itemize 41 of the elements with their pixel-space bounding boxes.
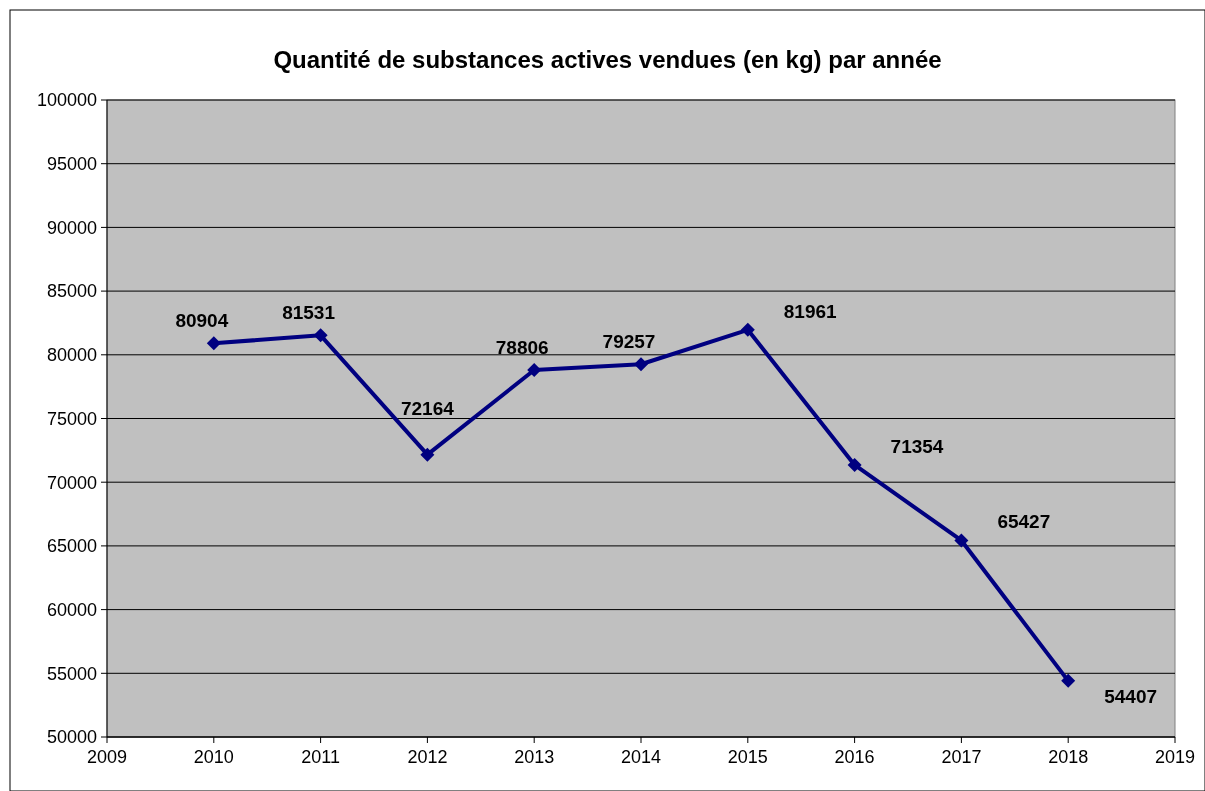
- x-tick-label: 2019: [1154, 747, 1196, 767]
- y-tick-label: 75000: [46, 408, 97, 429]
- x-tick-label: 2012: [407, 747, 448, 767]
- x-tick-label: 2013: [514, 747, 555, 767]
- x-tick-label: 2010: [193, 747, 234, 767]
- data-label: 71354: [890, 435, 944, 457]
- x-tick-label: 2015: [727, 747, 768, 767]
- point: [420, 447, 435, 462]
- point: [954, 533, 969, 548]
- data-label: 78806: [495, 337, 549, 359]
- x-tick-label: 2018: [1048, 747, 1089, 767]
- y-tick-label: 95000: [46, 154, 97, 174]
- x-tick-label: 2011: [301, 747, 340, 767]
- y-tick-label: 70000: [46, 472, 97, 493]
- point: [527, 363, 542, 378]
- x-tick-label: 2009: [86, 747, 128, 767]
- x-tick-label: 2017: [941, 747, 982, 767]
- data-label: 79257: [602, 331, 656, 353]
- data-label: 54407: [1104, 685, 1158, 707]
- point: [1061, 673, 1076, 688]
- y-tick-label: 100000: [36, 90, 97, 111]
- x-tick-label: 2016: [834, 747, 875, 767]
- y-tick-label: 65000: [46, 536, 97, 557]
- point: [740, 322, 755, 337]
- x-tick-label: 2014: [620, 747, 662, 767]
- data-label: 65427: [997, 511, 1051, 533]
- data-label: 80904: [175, 310, 229, 332]
- y-tick-label: 60000: [46, 599, 97, 620]
- y-tick-label: 55000: [46, 663, 97, 684]
- y-tick-label: 85000: [46, 281, 97, 302]
- data-label: 81961: [783, 300, 838, 322]
- point: [634, 357, 648, 372]
- data-label: 72164: [400, 397, 455, 419]
- y-tick-label: 80000: [46, 345, 97, 366]
- chart-title: Quantité de substances actives vendues (en kg) par année: [273, 46, 942, 73]
- y-tick-label: 50000: [46, 727, 97, 748]
- data-label: 81531: [282, 302, 336, 324]
- point: [313, 328, 328, 343]
- point: [206, 336, 221, 351]
- point: [847, 457, 862, 472]
- y-tick-label: 90000: [46, 217, 97, 238]
